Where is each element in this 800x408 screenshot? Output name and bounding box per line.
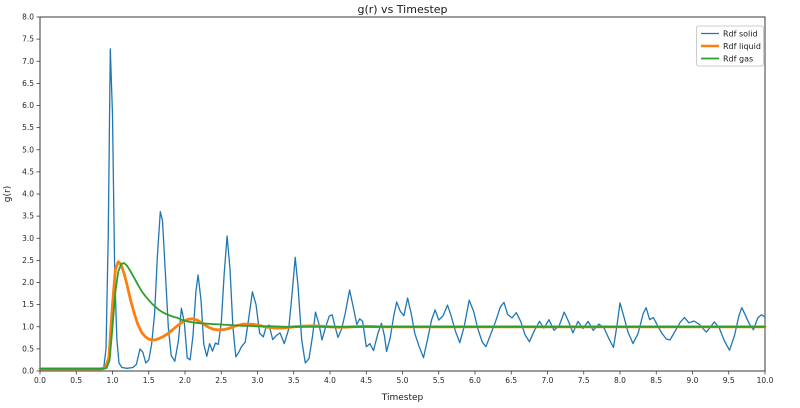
y-tick-label: 5.5 [22, 123, 34, 132]
legend-label-rdf-liquid: Rdf liquid [723, 42, 761, 51]
y-tick-label: 0.5 [22, 344, 34, 353]
x-tick-label: 6.5 [505, 376, 517, 385]
x-tick-label: 5.0 [397, 376, 409, 385]
y-tick-label: 1.5 [22, 300, 34, 309]
legend-box [696, 25, 764, 67]
series-line-rdf-gas [39, 262, 766, 370]
axes-spines [39, 16, 766, 372]
x-tick-label: 5.5 [433, 376, 445, 385]
y-tick-label: 6.5 [22, 79, 34, 88]
legend-label-rdf-gas: Rdf gas [723, 54, 753, 63]
y-tick-label: 1.0 [22, 322, 34, 331]
x-tick-label: 0.5 [70, 376, 82, 385]
y-tick-label: 3.0 [22, 234, 34, 243]
y-tick-label: 4.5 [22, 167, 34, 176]
legend-label-rdf-solid: Rdf solid [723, 29, 758, 38]
y-tick-label: 7.0 [22, 57, 34, 66]
x-tick-label: 3.0 [252, 376, 264, 385]
x-tick-label: 2.0 [179, 376, 191, 385]
y-tick-label: 6.0 [22, 101, 34, 110]
x-tick-label: 4.0 [324, 376, 336, 385]
y-tick-label: 8.0 [22, 13, 34, 22]
x-tick-label: 2.5 [215, 376, 227, 385]
x-tick-label: 4.5 [360, 376, 372, 385]
x-tick-label: 1.5 [143, 376, 155, 385]
x-tick-label: 9.5 [723, 376, 735, 385]
y-tick-label: 3.5 [22, 212, 34, 221]
x-tick-label: 10.0 [757, 376, 774, 385]
y-tick-label: 4.0 [22, 190, 34, 199]
y-tick-label: 2.0 [22, 278, 34, 287]
y-tick-label: 7.5 [22, 35, 34, 44]
plot-area: 0.0 0.5 1.0 1.5 2.0 2.5 3.0 3.5 4.0 4.5 5.0 5.5 6.0 6… [22, 13, 774, 386]
x-tick-label: 9.0 [687, 376, 699, 385]
legend: Rdf solid Rdf liquid Rdf gas [696, 25, 764, 67]
x-axis-label: Timestep [381, 393, 424, 403]
x-tick-label: 1.0 [107, 376, 119, 385]
x-tick-label: 7.0 [542, 376, 554, 385]
series-line-rdf-liquid [38, 260, 767, 371]
x-tick-label: 7.5 [578, 376, 590, 385]
x-tick-label: 8.5 [650, 376, 662, 385]
x-tick-label: 6.0 [469, 376, 481, 385]
x-tick-label: 3.5 [288, 376, 300, 385]
series-line-rdf-solid [39, 48, 766, 370]
y-tick-label: 0.0 [22, 367, 34, 376]
x-tick-label: 8.0 [614, 376, 626, 385]
y-tick-label: 2.5 [22, 256, 34, 265]
x-tick-label: 0.0 [34, 376, 46, 385]
y-tick-label: 5.0 [22, 145, 34, 154]
y-axis-label: g(r) [3, 186, 13, 202]
chart-title: g(r) vs Timestep [357, 3, 447, 16]
